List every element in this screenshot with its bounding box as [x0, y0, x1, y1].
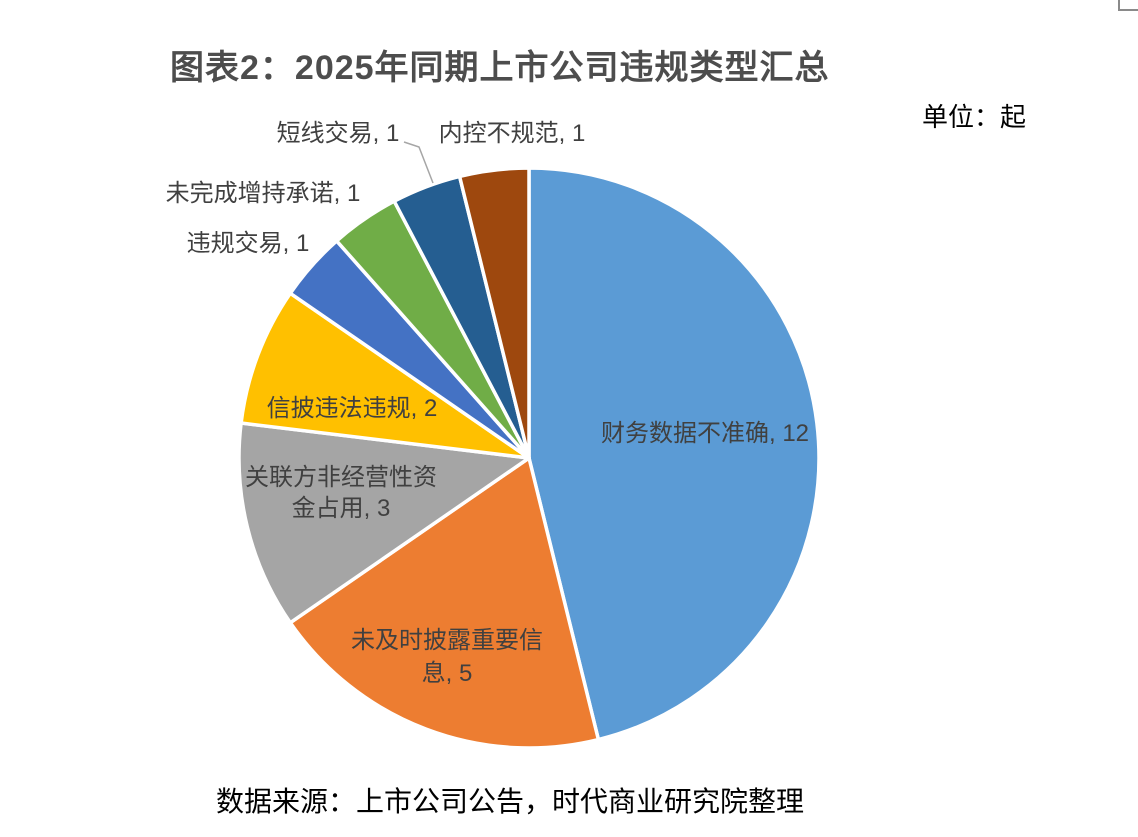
chart-title: 图表2：2025年同期上市公司违规类型汇总: [170, 49, 830, 87]
data-source-note: 数据来源：上市公司公告，时代商业研究院整理: [216, 787, 805, 818]
slice-label-6: 短线交易, 1: [277, 120, 400, 147]
label-leader-line: [403, 141, 434, 184]
pie-slice-3[interactable]: [239, 291, 531, 460]
pie-slice-2[interactable]: [237, 421, 531, 625]
slice-label-5: 未完成增持承诺, 1: [166, 180, 361, 207]
pie-slice-0[interactable]: [527, 166, 821, 742]
slice-label-1: 未及时披露重要信息, 5: [351, 627, 543, 687]
slice-label-3: 信披违法违规, 2: [267, 395, 438, 422]
pie-slice-7[interactable]: [457, 166, 531, 460]
slice-label-0: 财务数据不准确, 12: [601, 420, 809, 447]
slice-label-4: 违规交易, 1: [187, 230, 310, 257]
table-border-corner-vertical: [1118, 0, 1120, 10]
slice-label-7: 内控不规范, 1: [439, 120, 586, 147]
table-border-corner-horizontal: [1118, 9, 1138, 11]
unit-label: 单位：起: [922, 103, 1027, 132]
slice-label-2: 关联方非经营性资金占用, 3: [245, 464, 437, 522]
pie-slice-1[interactable]: [288, 456, 601, 750]
